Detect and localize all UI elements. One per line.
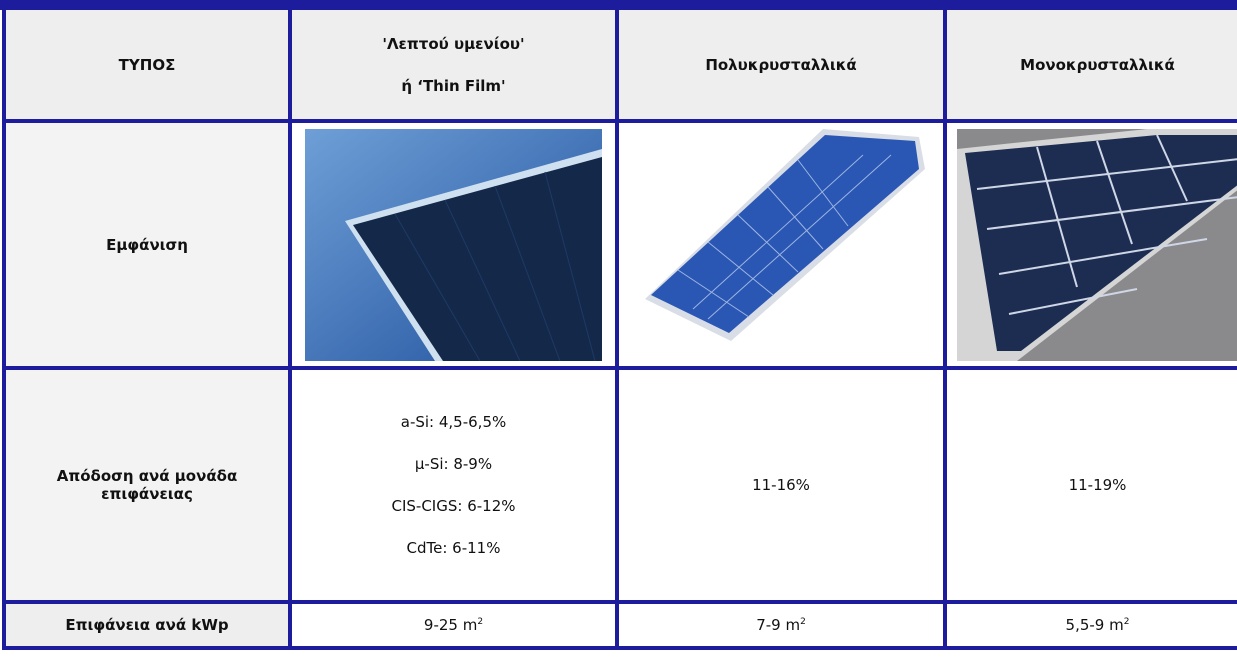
cell-text: 5,5-9 m	[1065, 616, 1124, 634]
header-row: ΤΥΠΟΣ 'Λεπτού υμενίου' ή ‘Thin Film' Πολυ…	[2, 6, 1237, 123]
row: Επιφάνεια ανά kWp 9-25 m2 7-9 m2 5,5-9 m…	[2, 600, 1237, 650]
image-cell	[288, 119, 619, 370]
cell-text: 9-25 m	[423, 616, 478, 634]
top-border	[0, 0, 1237, 10]
cell: 9-25 m2	[288, 600, 619, 650]
cell: 5,5-9 m2	[943, 600, 1237, 650]
superscript: 2	[1123, 617, 1130, 627]
image-cell	[615, 119, 947, 370]
header-cell: Μονοκρυσταλλικά	[943, 6, 1237, 123]
superscript: 2	[800, 617, 806, 627]
cell: 11-16%	[615, 366, 947, 604]
header-line: ή ‘Thin Film'	[401, 76, 506, 95]
row-label: Απόδοση ανά μονάδα επιφάνειας	[2, 366, 292, 604]
superscript: 2	[477, 617, 484, 627]
image-cell	[943, 119, 1237, 370]
header-cell: ΤΥΠΟΣ	[2, 6, 292, 123]
header-line: 'Λεπτού υμενίου'	[382, 34, 525, 53]
comparison-table: ΤΥΠΟΣ 'Λεπτού υμενίου' ή ‘Thin Film' Πολυ…	[2, 6, 1237, 650]
cell-text: 7-9 m	[756, 616, 801, 634]
polycrystalline-image	[632, 128, 930, 361]
cell-line: μ-Si: 8-9%	[414, 455, 493, 473]
header-cell: Πολυκρυσταλλικά	[615, 6, 947, 123]
cell: 11-19%	[943, 366, 1237, 604]
cell: 7-9 m2	[615, 600, 947, 650]
thin-film-image	[305, 128, 602, 361]
cell-line: a-Si: 4,5-6,5%	[400, 413, 507, 431]
cell-line: CdTe: 6-11%	[406, 539, 501, 557]
header-cell: 'Λεπτού υμενίου' ή ‘Thin Film'	[288, 6, 619, 123]
monocrystalline-image	[956, 128, 1237, 361]
row: Απόδοση ανά μονάδα επιφάνειας a-Si: 4,5-…	[2, 366, 1237, 604]
cell-line: CIS-CIGS: 6-12%	[391, 497, 516, 515]
row: Εμφάνιση	[2, 119, 1237, 370]
cell: a-Si: 4,5-6,5% μ-Si: 8-9% CIS-CIGS: 6-12…	[288, 366, 619, 604]
row-label: Επιφάνεια ανά kWp	[2, 600, 292, 650]
row-label: Εμφάνιση	[2, 119, 292, 370]
